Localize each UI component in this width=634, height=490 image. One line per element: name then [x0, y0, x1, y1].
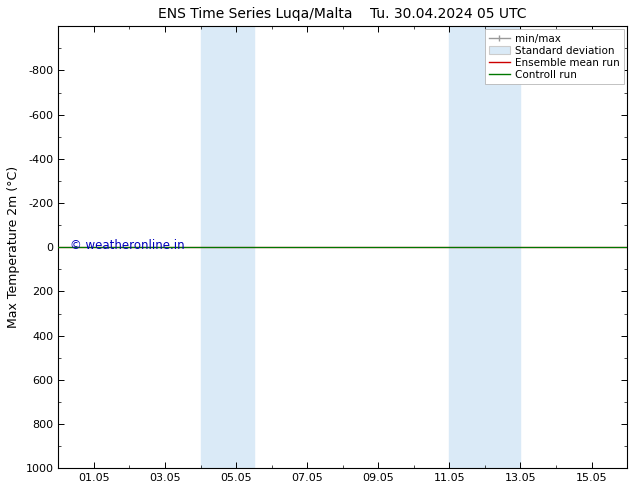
Legend: min/max, Standard deviation, Ensemble mean run, Controll run: min/max, Standard deviation, Ensemble me…	[485, 29, 624, 84]
Text: © weatheronline.in: © weatheronline.in	[70, 239, 184, 251]
Y-axis label: Max Temperature 2m (°C): Max Temperature 2m (°C)	[7, 166, 20, 328]
Bar	[200, 26, 254, 468]
Title: ENS Time Series Luqa/Malta    Tu. 30.04.2024 05 UTC: ENS Time Series Luqa/Malta Tu. 30.04.202…	[158, 7, 527, 21]
Bar	[450, 26, 521, 468]
